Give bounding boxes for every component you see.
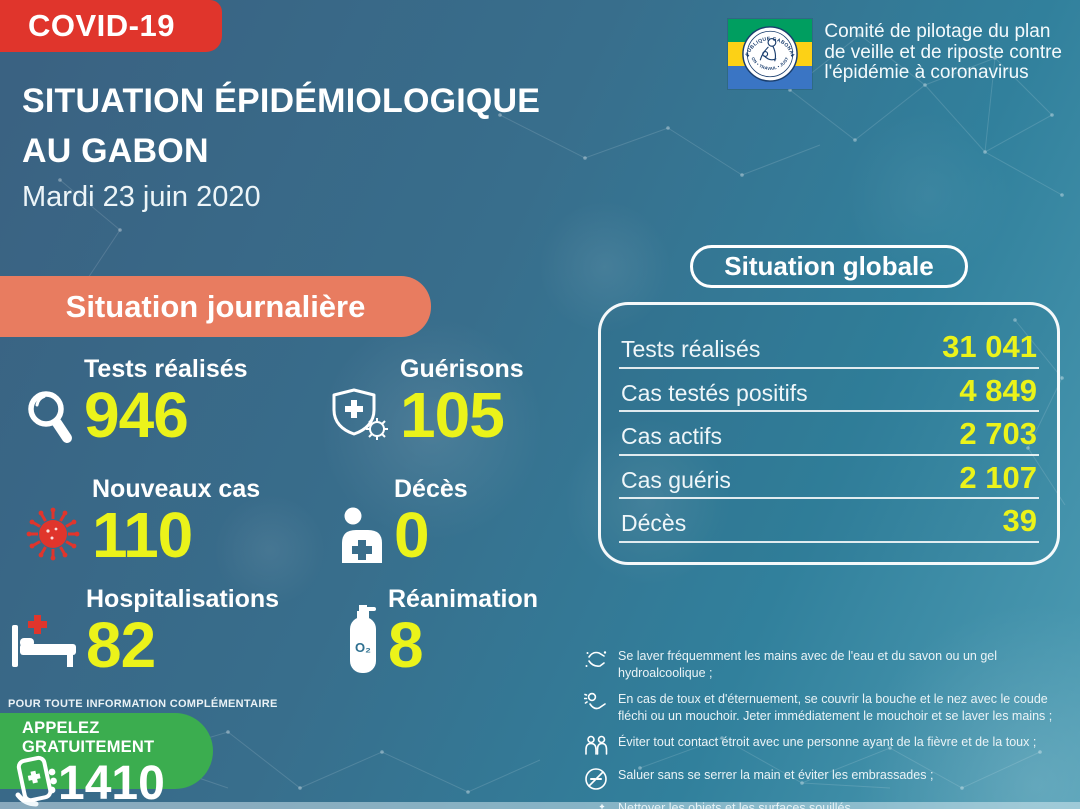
global-row-value: 4 849 bbox=[959, 372, 1037, 408]
global-section-title-label: Situation globale bbox=[724, 251, 934, 281]
stat-value: 105 bbox=[400, 379, 505, 451]
avoid-contact-icon bbox=[584, 734, 608, 758]
hospital-bed-icon bbox=[12, 615, 76, 668]
tip-item: Se laver fréquemment les mains avec de l… bbox=[584, 648, 1078, 682]
stat-reanimation: O₂ Réanimation 8 bbox=[348, 585, 539, 681]
stat-deces: Décès 0 bbox=[340, 475, 468, 571]
stat-label: Nouveaux cas bbox=[92, 475, 261, 503]
tip-item: Nettoyer les objets et les surfaces soui… bbox=[584, 800, 1078, 809]
page-title-line2: AU GABON bbox=[22, 132, 209, 170]
oxygen-tank-icon: O₂ bbox=[348, 605, 378, 674]
global-stats-panel: Tests réalisés 31 041 Cas testés positif… bbox=[598, 302, 1060, 565]
global-row-label: Cas actifs bbox=[621, 423, 722, 449]
shield-cross-virus-icon bbox=[330, 387, 390, 441]
clean-surfaces-icon bbox=[584, 800, 608, 809]
deceased-person-icon bbox=[340, 507, 384, 564]
tip-item: En cas de toux et d'éternuement, se couv… bbox=[584, 691, 1078, 725]
stat-value: 946 bbox=[84, 379, 189, 451]
committee-line-2: de veille et de riposte contre bbox=[824, 41, 1062, 63]
global-row-value: 31 041 bbox=[942, 329, 1037, 364]
committee-title: Comité de pilotage du plan de veille et … bbox=[824, 21, 1062, 84]
page-title-line1: SITUATION ÉPIDÉMIOLOGIQUE bbox=[22, 82, 541, 120]
committee-line-3: l'épidémie à coronavirus bbox=[824, 62, 1029, 83]
tip-text: En cas de toux et d'éternuement, se couv… bbox=[618, 691, 1053, 723]
global-row-label: Tests réalisés bbox=[621, 336, 761, 362]
page-title-block: SITUATION ÉPIDÉMIOLOGIQUE AU GABON Mardi… bbox=[22, 76, 540, 214]
global-row-value: 2 107 bbox=[959, 459, 1037, 495]
page-title: SITUATION ÉPIDÉMIOLOGIQUE AU GABON bbox=[22, 76, 540, 176]
hand-washing-icon bbox=[584, 648, 608, 682]
stat-value: 8 bbox=[388, 609, 424, 681]
committee-line-1: Comité de pilotage du plan bbox=[824, 21, 1051, 42]
stat-tests-realises: Tests réalisés 946 bbox=[26, 355, 248, 451]
hotline-call-label: APPELEZ GRATUITEMENT bbox=[22, 719, 155, 756]
daily-section-title: Situation journalière bbox=[0, 276, 431, 337]
phone-in-hand-icon bbox=[12, 755, 58, 809]
global-row-deces: Décès 39 bbox=[619, 499, 1039, 543]
stat-label: Tests réalisés bbox=[84, 355, 248, 383]
oxygen-label: O₂ bbox=[355, 640, 371, 655]
global-row-tests: Tests réalisés 31 041 bbox=[619, 325, 1039, 369]
hotline-box: APPELEZ GRATUITEMENT 1410 bbox=[0, 713, 213, 807]
stat-label: Réanimation bbox=[388, 585, 539, 613]
global-row-label: Décès bbox=[621, 510, 687, 536]
stat-nouveaux-cas: Nouveaux cas 110 bbox=[24, 475, 261, 571]
tip-text: Éviter tout contact étroit avec une pers… bbox=[618, 734, 1037, 749]
stat-value: 0 bbox=[394, 499, 430, 571]
report-date: Mardi 23 juin 2020 bbox=[22, 181, 261, 213]
stat-value: 82 bbox=[86, 609, 156, 681]
daily-section-title-label: Situation journalière bbox=[65, 288, 366, 324]
stat-label: Hospitalisations bbox=[86, 585, 280, 613]
sneeze-elbow-icon bbox=[584, 691, 608, 725]
hotline-number: 1410 bbox=[58, 756, 165, 809]
global-row-label: Cas testés positifs bbox=[621, 379, 808, 406]
stat-label: Décès bbox=[394, 475, 468, 503]
global-section-title: Situation globale bbox=[690, 245, 968, 288]
tip-item: Saluer sans se serrer la main et éviter … bbox=[584, 767, 1078, 791]
tip-text: Nettoyer les objets et les surfaces soui… bbox=[618, 800, 855, 809]
tip-text: Saluer sans se serrer la main et éviter … bbox=[618, 767, 934, 782]
no-handshake-icon bbox=[584, 767, 608, 791]
global-row-label: Cas guéris bbox=[621, 466, 731, 493]
emblem-figure bbox=[760, 37, 777, 62]
prevention-tips-list: Se laver fréquemment les mains avec de l… bbox=[584, 648, 1078, 809]
covid19-badge: COVID-19 bbox=[0, 0, 222, 52]
global-row-value: 39 bbox=[1002, 503, 1037, 538]
covid19-badge-label: COVID-19 bbox=[28, 8, 175, 43]
global-row-positifs: Cas testés positifs 4 849 bbox=[619, 369, 1039, 412]
stat-hospitalisations: Hospitalisations 82 bbox=[12, 585, 280, 681]
stat-value: 110 bbox=[92, 499, 193, 571]
global-row-gueris: Cas guéris 2 107 bbox=[619, 456, 1039, 499]
hotline-note: POUR TOUTE INFORMATION COMPLÉMENTAIRE bbox=[8, 698, 278, 710]
tip-item: Éviter tout contact étroit avec une pers… bbox=[584, 734, 1078, 758]
stat-label: Guérisons bbox=[400, 355, 524, 383]
gabon-emblem: RÉPUBLIQUE GABONAISE UNION • TRAVAIL • J… bbox=[741, 25, 799, 82]
virus-icon bbox=[24, 505, 82, 563]
stat-guerisons: Guérisons 105 bbox=[330, 355, 524, 451]
global-row-value: 2 703 bbox=[959, 416, 1037, 451]
global-row-actifs: Cas actifs 2 703 bbox=[619, 412, 1039, 456]
committee-header: RÉPUBLIQUE GABONAISE UNION • TRAVAIL • J… bbox=[728, 19, 1062, 89]
magnifier-icon bbox=[26, 387, 74, 453]
tip-text: Se laver fréquemment les mains avec de l… bbox=[618, 649, 997, 680]
bottom-strip-decoration bbox=[0, 802, 1080, 809]
gabon-flag-logo: RÉPUBLIQUE GABONAISE UNION • TRAVAIL • J… bbox=[728, 19, 813, 89]
